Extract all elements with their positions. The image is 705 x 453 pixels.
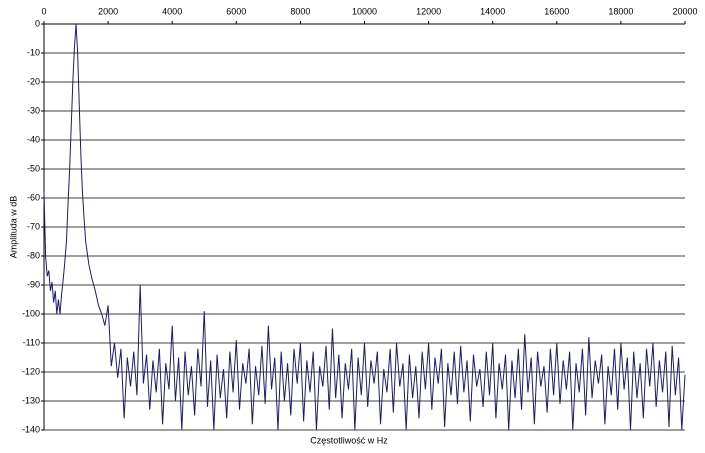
x-tick-label: 16000 <box>544 6 569 16</box>
x-tick-label: 20000 <box>672 6 697 16</box>
x-tick-label: 6000 <box>226 6 246 16</box>
y-tick-label: -90 <box>27 279 40 289</box>
x-tick-label: 10000 <box>352 6 377 16</box>
y-tick-label: -30 <box>27 105 40 115</box>
y-tick-label: -130 <box>22 395 40 405</box>
y-tick-label: -40 <box>27 134 40 144</box>
x-tick-label: 14000 <box>480 6 505 16</box>
x-tick-label: 18000 <box>608 6 633 16</box>
y-tick-label: -10 <box>27 47 40 57</box>
x-tick-label: 0 <box>41 6 46 16</box>
x-tick-label: 4000 <box>162 6 182 16</box>
spectrum-line <box>43 23 686 431</box>
x-tick-label: 12000 <box>416 6 441 16</box>
y-tick-label: 0 <box>35 18 40 28</box>
y-tick-label: -110 <box>23 337 40 347</box>
x-tick-label: 2000 <box>98 6 118 16</box>
y-tick-label: -70 <box>27 221 40 231</box>
x-tick-label: 8000 <box>290 6 310 16</box>
y-tick-label: -20 <box>27 76 40 86</box>
y-tick-label: -100 <box>22 308 40 318</box>
y-tick-label: -50 <box>27 163 40 173</box>
y-tick-label: -120 <box>22 366 40 376</box>
y-axis-label: Amplituda w dB <box>8 196 18 259</box>
x-axis-label: Częstotliwość w Hz <box>310 435 388 445</box>
y-tick-label: -80 <box>27 250 40 260</box>
y-tick-label: -60 <box>27 192 40 202</box>
y-tick-label: -140 <box>22 424 40 434</box>
